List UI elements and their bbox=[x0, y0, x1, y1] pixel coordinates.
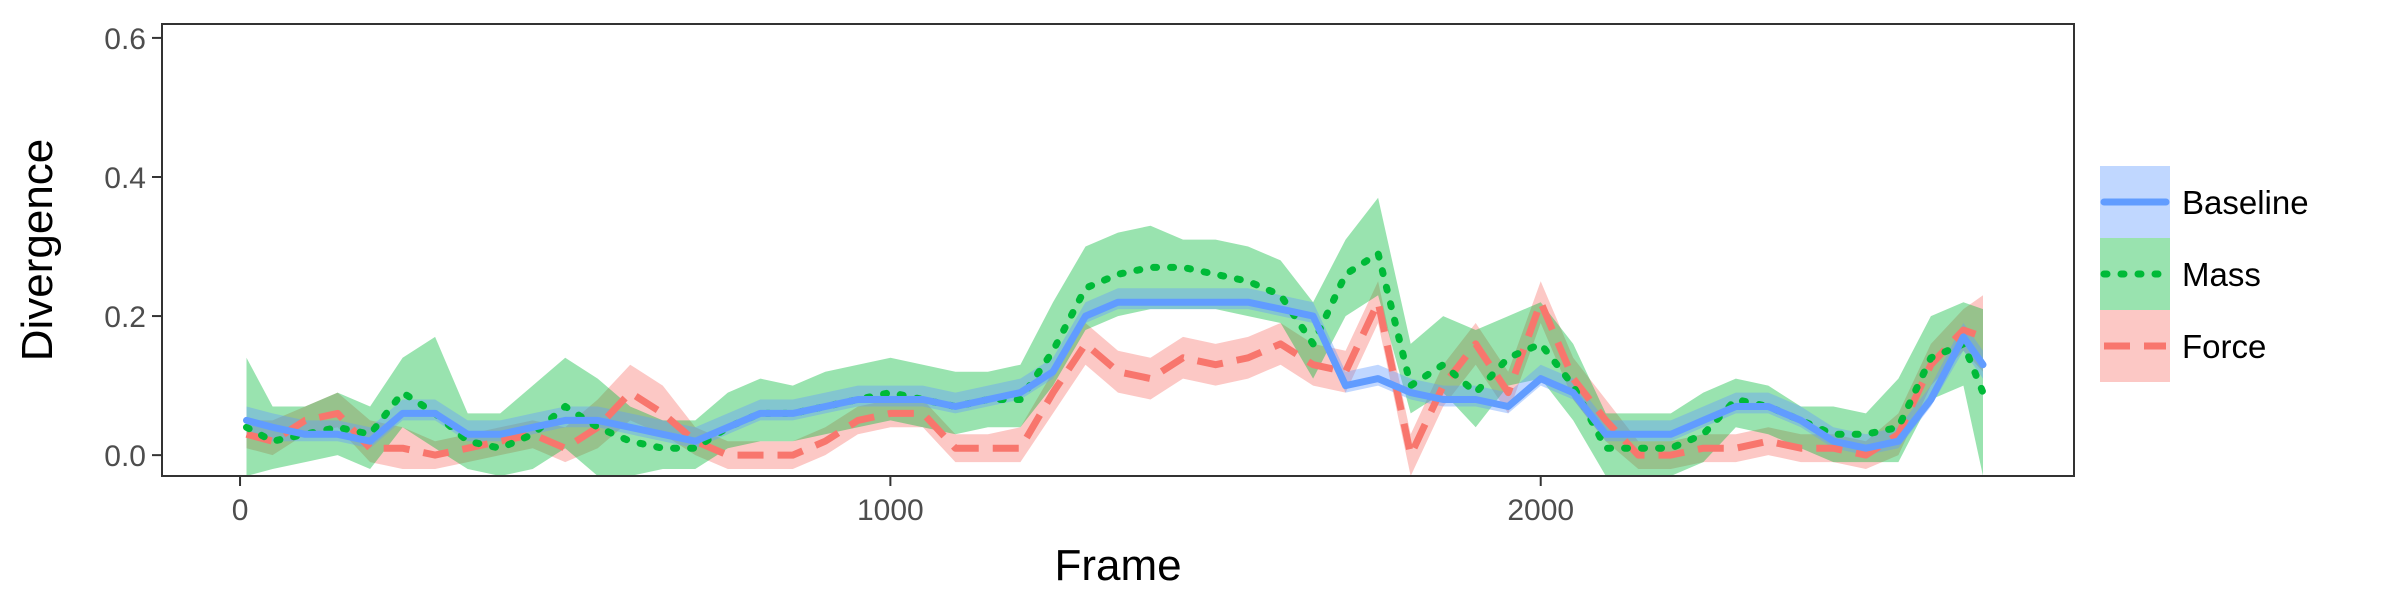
legend-item-baseline: Baseline bbox=[2100, 166, 2309, 238]
legend-label: Force bbox=[2182, 328, 2266, 365]
force-series-line bbox=[245, 298, 1985, 459]
baseline-series-line bbox=[243, 298, 1987, 452]
x-tick-label: 2000 bbox=[1507, 494, 1574, 527]
y-tick-label: 0.6 bbox=[104, 23, 146, 56]
x-tick-label: 1000 bbox=[857, 494, 924, 527]
legend-item-force: Force bbox=[2100, 310, 2266, 382]
x-tick-label: 0 bbox=[232, 494, 249, 527]
y-axis-title: Divergence bbox=[13, 139, 62, 362]
mass-confidence-band bbox=[246, 197, 1983, 477]
legend-label: Baseline bbox=[2182, 184, 2309, 221]
legend-item-mass: Mass bbox=[2100, 238, 2261, 310]
legend: Baseline Mass Force bbox=[2100, 166, 2309, 382]
y-tick-label: 0.4 bbox=[104, 162, 146, 195]
plot-panel-border bbox=[161, 23, 2075, 477]
mass-series-line bbox=[243, 250, 1987, 452]
y-tick-label: 0.0 bbox=[104, 440, 146, 473]
legend-label: Mass bbox=[2182, 256, 2261, 293]
y-tick-label: 0.2 bbox=[104, 301, 146, 334]
x-axis-title: Frame bbox=[1054, 541, 1181, 590]
